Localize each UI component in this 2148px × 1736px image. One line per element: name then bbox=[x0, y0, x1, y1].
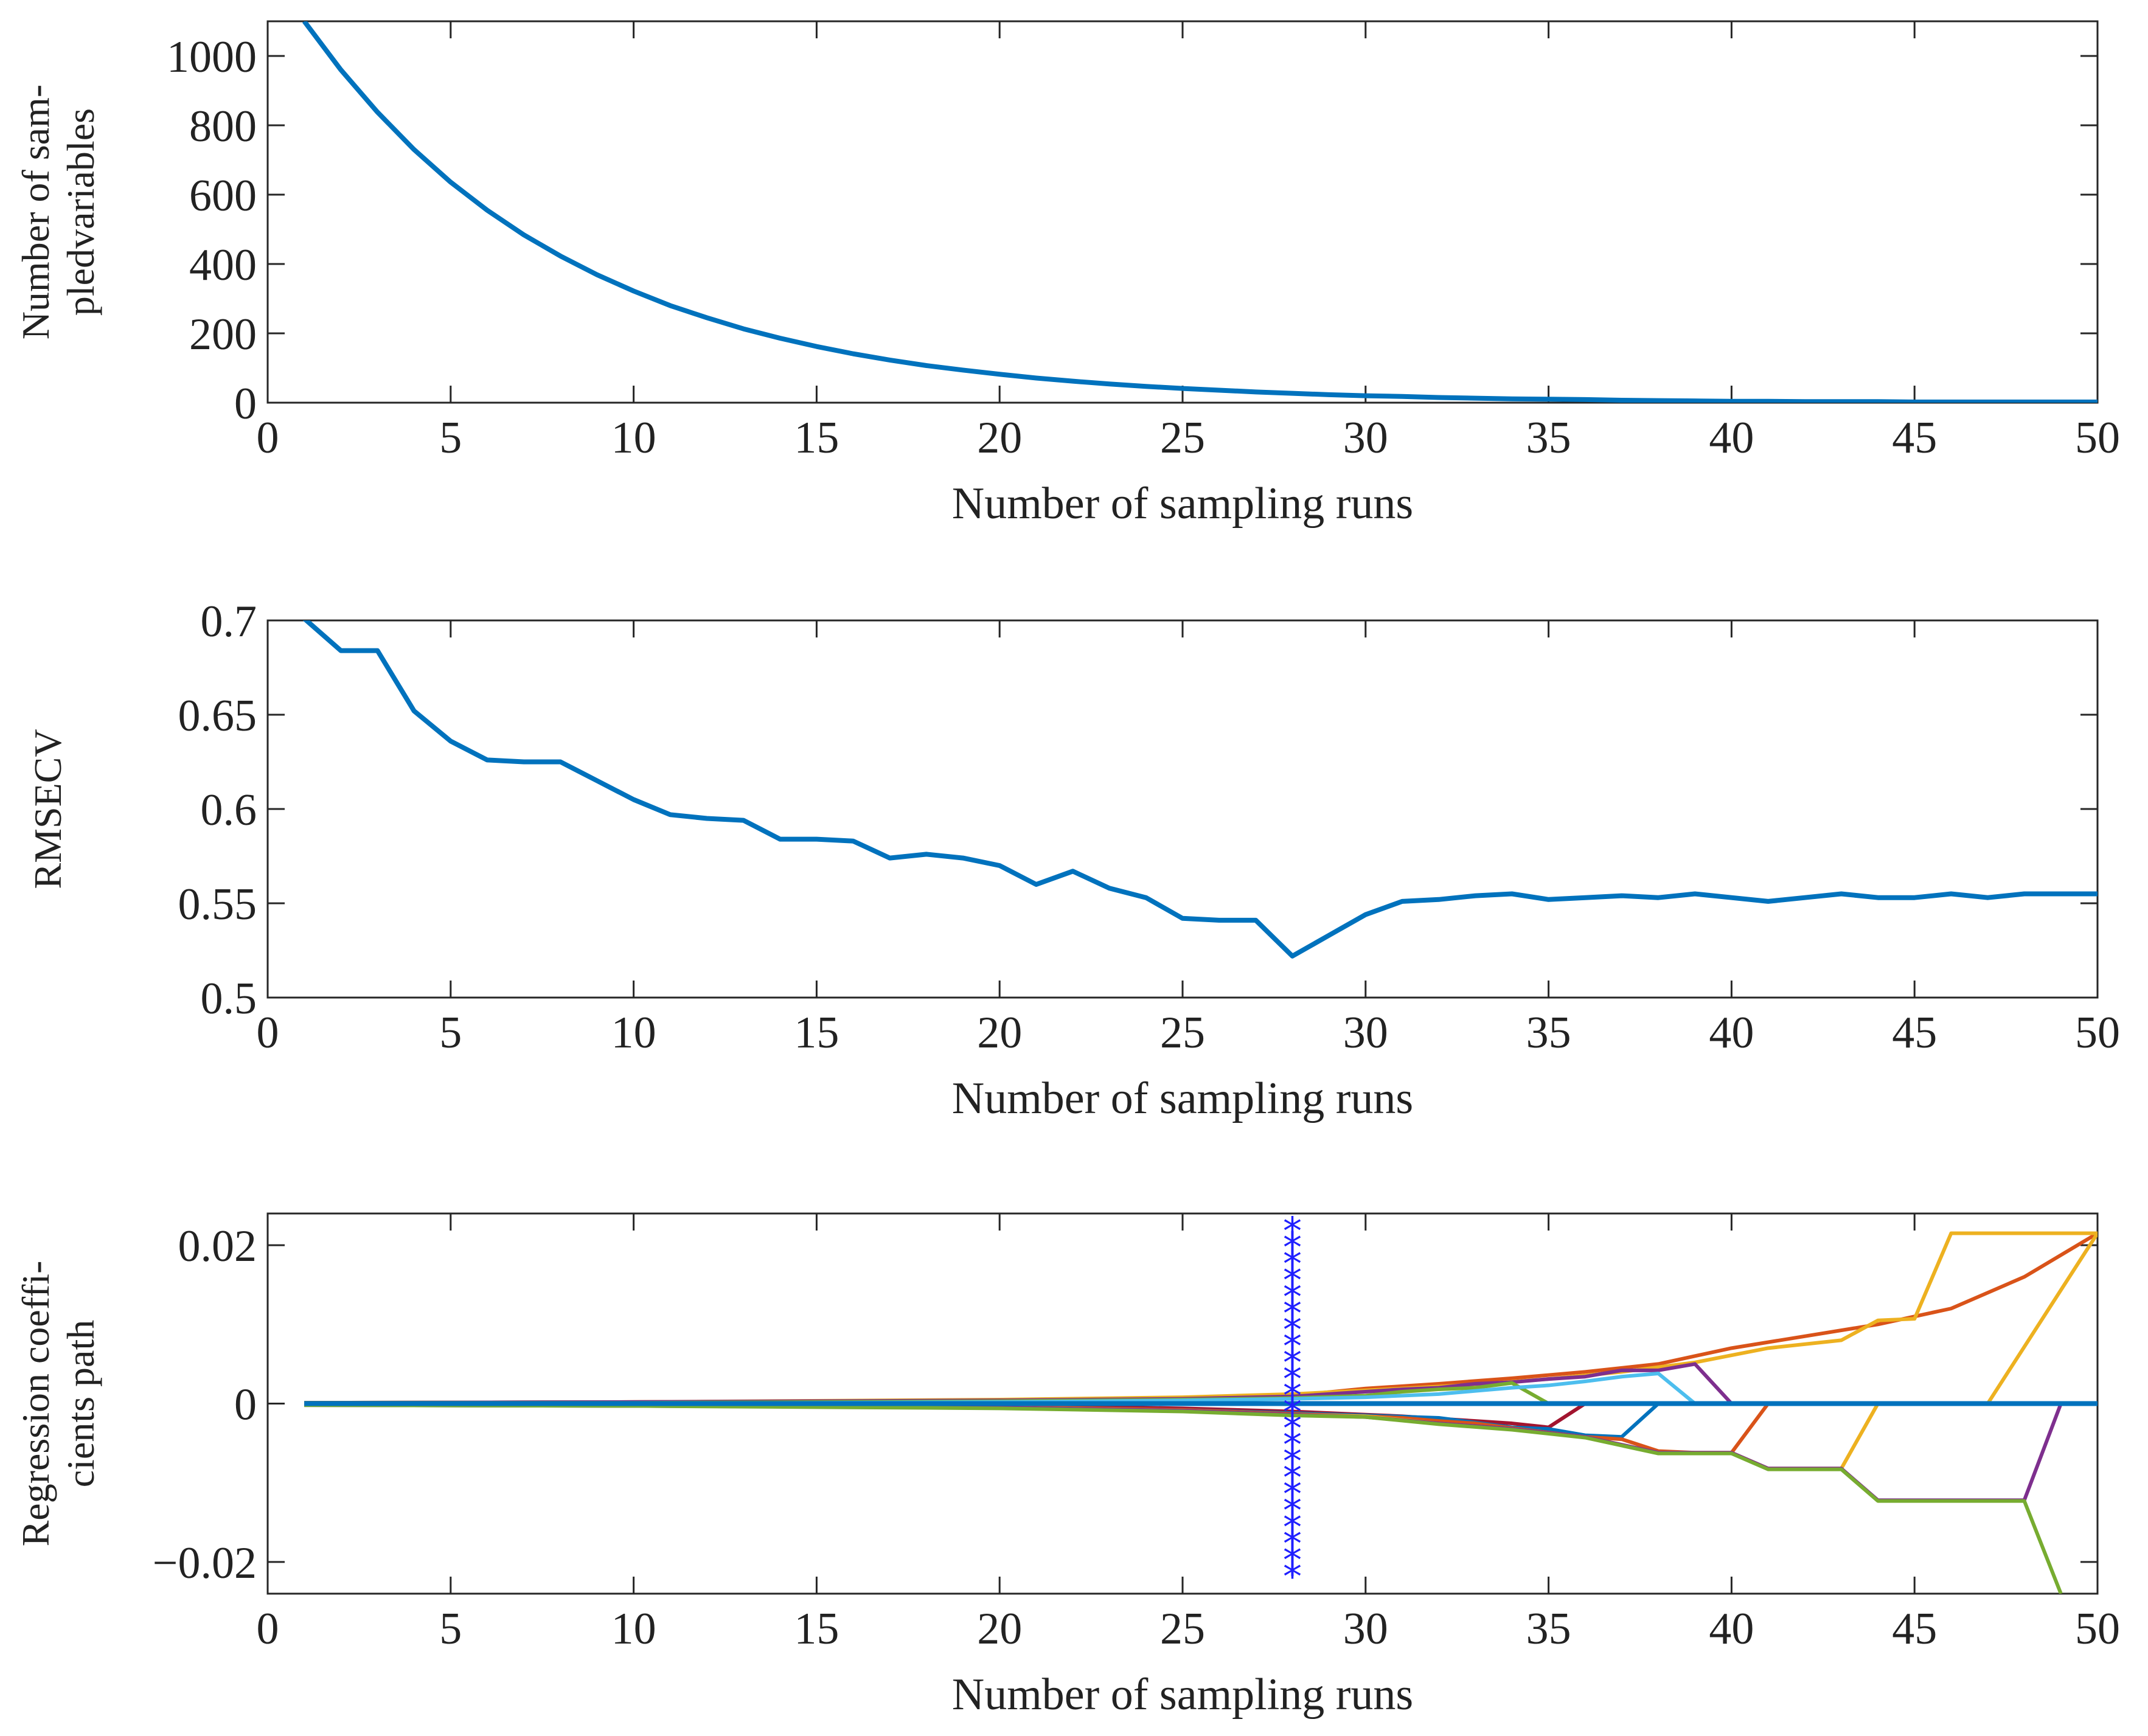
optimal-run-marker: * bbox=[1283, 1406, 1302, 1451]
x-tick-label: 0 bbox=[257, 1604, 279, 1654]
x-tick-label: 10 bbox=[611, 1008, 656, 1058]
x-tick-label: 45 bbox=[1892, 413, 1937, 463]
x-tick-label: 15 bbox=[794, 413, 839, 463]
y-tick-label: 0.65 bbox=[178, 691, 257, 741]
x-tick-label: 35 bbox=[1526, 1008, 1571, 1058]
optimal-run-marker: * bbox=[1283, 1242, 1302, 1286]
y-tick-label: 0.5 bbox=[201, 974, 257, 1024]
optimal-run-marker: * bbox=[1283, 1275, 1302, 1319]
chart-panel-1: 0 5 10 15 20 25 30 35 40 45 50 0 200 400 600 800 1000 Num… bbox=[14, 20, 2120, 529]
optimal-run-marker: * bbox=[1283, 1505, 1302, 1549]
y-axis-label-line-1: Regression coeffi- bbox=[14, 1261, 57, 1547]
y-tick-label: 0.02 bbox=[178, 1221, 257, 1271]
optimal-run-marker: * bbox=[1283, 1472, 1302, 1516]
series-line bbox=[302, 620, 2098, 959]
x-tick-label: 45 bbox=[1892, 1604, 1937, 1654]
x-tick-label: 35 bbox=[1526, 413, 1571, 463]
optimal-run-marker: * bbox=[1283, 1390, 1302, 1434]
coefficient-path bbox=[304, 1231, 2098, 1405]
x-axis-label: Number of sampling runs bbox=[952, 1074, 1413, 1123]
optimal-run-marker: * bbox=[1283, 1226, 1302, 1270]
x-tick-label: 45 bbox=[1892, 1008, 1937, 1058]
axes-box bbox=[266, 619, 2099, 999]
x-tick-label: 50 bbox=[2075, 1008, 2120, 1058]
optimal-run-marker: * bbox=[1283, 1341, 1302, 1385]
x-axis-label: Number of sampling runs bbox=[952, 479, 1413, 529]
optimal-run-marker: * bbox=[1283, 1308, 1302, 1352]
coefficient-path bbox=[304, 1402, 1880, 1471]
optimal-run-marker: * bbox=[1283, 1423, 1302, 1467]
coefficient-path bbox=[304, 1231, 2098, 1405]
optimal-run-marker: * bbox=[1283, 1538, 1302, 1582]
x-tick-label: 40 bbox=[1709, 413, 1754, 463]
y-tick-label: 0.7 bbox=[201, 597, 257, 647]
chart-panel-2: 0 5 10 15 20 25 30 35 40 45 50 0.5 0.55 0.6 0.65 0.7 Num… bbox=[26, 597, 2120, 1123]
y-tick-label: 200 bbox=[189, 310, 257, 359]
optimal-run-marker: * bbox=[1283, 1357, 1302, 1401]
x-tick-label: 5 bbox=[439, 1008, 462, 1058]
y-axis-label-line-1: Number of sam- bbox=[14, 85, 57, 339]
y-axis-label-line-1: RMSECV bbox=[26, 729, 69, 889]
optimal-run-marker: * bbox=[1283, 1373, 1302, 1418]
optimal-run-marker: * bbox=[1283, 1209, 1302, 1254]
x-tick-label: 50 bbox=[2075, 413, 2120, 463]
y-tick-label: 0.6 bbox=[201, 785, 257, 835]
x-tick-label: 20 bbox=[977, 413, 1022, 463]
x-tick-label: 25 bbox=[1160, 1008, 1205, 1058]
y-tick-label: 0 bbox=[234, 379, 257, 429]
y-tick-label: −0.02 bbox=[153, 1538, 257, 1588]
plot-area bbox=[302, 21, 2098, 403]
x-tick-label: 0 bbox=[257, 413, 279, 463]
plot-area bbox=[302, 620, 2098, 959]
x-axis-label: Number of sampling runs bbox=[952, 1670, 1413, 1720]
x-tick-label: 30 bbox=[1343, 1604, 1388, 1654]
y-tick-label: 1000 bbox=[167, 32, 257, 82]
optimal-run-marker: * bbox=[1283, 1291, 1302, 1336]
x-tick-label: 25 bbox=[1160, 1604, 1205, 1654]
coefficient-path bbox=[304, 1403, 2063, 1502]
x-tick-label: 20 bbox=[977, 1008, 1022, 1058]
x-tick-label: 30 bbox=[1343, 1008, 1388, 1058]
optimal-run-marker: * bbox=[1283, 1439, 1302, 1484]
x-tick-label: 15 bbox=[794, 1008, 839, 1058]
optimal-run-marker: * bbox=[1283, 1324, 1302, 1369]
x-tick-label: 10 bbox=[611, 1604, 656, 1654]
x-tick-label: 25 bbox=[1160, 413, 1205, 463]
optimal-run-marker: * bbox=[1283, 1554, 1302, 1599]
plot-area bbox=[304, 1231, 2098, 1594]
y-axis-label-line-2: pledvariables bbox=[59, 108, 102, 316]
optimal-run-marker: * bbox=[1283, 1259, 1302, 1303]
y-axis-label-line-2: cients path bbox=[59, 1320, 102, 1487]
x-tick-label: 30 bbox=[1343, 413, 1388, 463]
x-tick-label: 5 bbox=[439, 413, 462, 463]
y-tick-label: 0 bbox=[234, 1380, 257, 1430]
x-tick-label: 10 bbox=[611, 413, 656, 463]
x-tick-label: 20 bbox=[977, 1604, 1022, 1654]
optimal-run-marker: * bbox=[1283, 1456, 1302, 1500]
y-tick-label: 0.55 bbox=[178, 880, 257, 929]
x-tick-label: 5 bbox=[439, 1604, 462, 1654]
optimal-run-marker: * bbox=[1283, 1521, 1302, 1566]
x-tick-label: 40 bbox=[1709, 1008, 1754, 1058]
y-tick-label: 800 bbox=[189, 102, 257, 151]
y-tick-label: 400 bbox=[189, 240, 257, 290]
x-tick-label: 50 bbox=[2075, 1604, 2120, 1654]
coefficient-path bbox=[304, 1403, 2063, 1594]
x-tick-label: 40 bbox=[1709, 1604, 1754, 1654]
x-tick-label: 15 bbox=[794, 1604, 839, 1654]
x-tick-label: 0 bbox=[257, 1008, 279, 1058]
series-line bbox=[302, 21, 2098, 403]
optimal-run-marker: * bbox=[1283, 1488, 1302, 1533]
axes-box bbox=[266, 20, 2099, 404]
x-tick-label: 35 bbox=[1526, 1604, 1571, 1654]
y-tick-label: 600 bbox=[189, 171, 257, 221]
